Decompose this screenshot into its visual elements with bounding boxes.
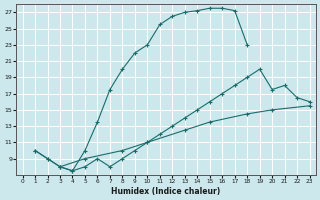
X-axis label: Humidex (Indice chaleur): Humidex (Indice chaleur) xyxy=(111,187,221,196)
